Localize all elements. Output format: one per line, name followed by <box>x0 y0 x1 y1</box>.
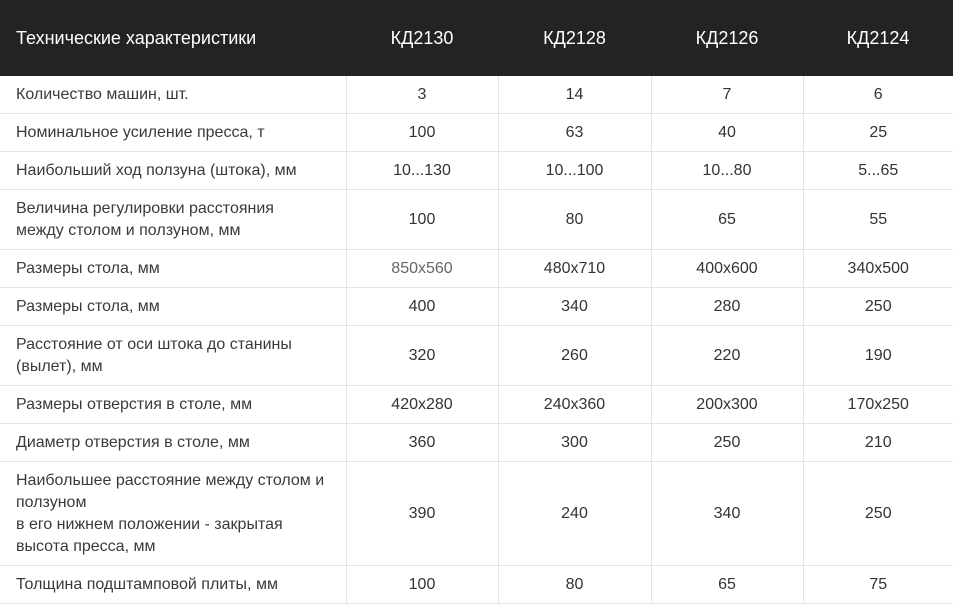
table-row: Диаметр отверстия в столе, мм 360 300 25… <box>0 423 953 462</box>
cell-value: 3 <box>345 76 498 114</box>
cell-value: 340x500 <box>802 249 953 288</box>
row-label: Наибольшее расстояние между столом и пол… <box>0 461 346 566</box>
table-row: Толщина подштамповой плиты, мм 100 80 65… <box>0 565 953 604</box>
cell-value: 10...130 <box>345 151 498 190</box>
row-label: Размеры стола, мм <box>0 249 346 288</box>
cell-value: 250 <box>802 287 953 326</box>
cell-value: 260 <box>497 325 651 386</box>
row-label: Количество машин, шт. <box>0 76 346 114</box>
cell-value: 250 <box>802 461 953 566</box>
row-label: Величина регулировки расстояния между ст… <box>0 189 346 250</box>
table-row: Номинальное усиление пресса, т 100 63 40… <box>0 113 953 152</box>
row-label-line: Размеры отверстия в столе, мм <box>16 395 253 413</box>
row-label-line: в его нижнем положении - закрытая <box>16 515 283 533</box>
header-model: КД2124 <box>803 0 953 76</box>
row-label-line: высота пресса, мм <box>16 537 156 555</box>
table-row: Расстояние от оси штока до станины (выле… <box>0 325 953 386</box>
cell-value: 300 <box>497 423 651 462</box>
table-row: Наибольшее расстояние между столом и пол… <box>0 461 953 566</box>
cell-value: 210 <box>802 423 953 462</box>
row-label-line: Толщина подштамповой плиты, мм <box>16 575 278 593</box>
header-title: Технические характеристики <box>0 0 346 76</box>
table-header-row: Технические характеристики КД2130 КД2128… <box>0 0 953 76</box>
cell-value: 80 <box>497 565 651 604</box>
cell-value: 5...65 <box>802 151 953 190</box>
row-label-line: Величина регулировки расстояния <box>16 199 274 217</box>
header-model: КД2128 <box>498 0 651 76</box>
cell-value: 340 <box>497 287 651 326</box>
table-row: Наибольший ход ползуна (штока), мм 10...… <box>0 151 953 190</box>
cell-value: 850x560 <box>345 249 498 288</box>
cell-value: 6 <box>802 76 953 114</box>
row-label-line: Размеры стола, мм <box>16 259 160 277</box>
cell-value: 240 <box>497 461 651 566</box>
table-row: Размеры стола, мм 850x560 480x710 400x60… <box>0 249 953 288</box>
row-label-line: Наибольший ход ползуна (штока), мм <box>16 161 297 179</box>
cell-value: 14 <box>497 76 651 114</box>
cell-value: 190 <box>802 325 953 386</box>
row-label-line: Расстояние от оси штока до станины <box>16 335 292 353</box>
row-label: Наибольший ход ползуна (штока), мм <box>0 151 346 190</box>
cell-value: 40 <box>650 113 803 152</box>
cell-value: 390 <box>345 461 498 566</box>
cell-value: 100 <box>345 189 498 250</box>
row-label-line: Диаметр отверстия в столе, мм <box>16 433 250 451</box>
row-label: Толщина подштамповой плиты, мм <box>0 565 346 604</box>
table-row: Величина регулировки расстояния между ст… <box>0 189 953 250</box>
row-label: Номинальное усиление пресса, т <box>0 113 346 152</box>
cell-value: 320 <box>345 325 498 386</box>
cell-value: 170x250 <box>802 385 953 424</box>
row-label: Диаметр отверстия в столе, мм <box>0 423 346 462</box>
cell-value: 420x280 <box>345 385 498 424</box>
row-label: Расстояние от оси штока до станины (выле… <box>0 325 346 386</box>
header-model: КД2130 <box>346 0 498 76</box>
row-label-line: Количество машин, шт. <box>16 85 189 103</box>
cell-value: 280 <box>650 287 803 326</box>
cell-value: 100 <box>345 113 498 152</box>
row-label-line: (вылет), мм <box>16 357 103 375</box>
cell-value: 55 <box>802 189 953 250</box>
cell-value: 25 <box>802 113 953 152</box>
table-row: Количество машин, шт. 3 14 7 6 <box>0 76 953 114</box>
row-label: Размеры стола, мм <box>0 287 346 326</box>
cell-value: 200x300 <box>650 385 803 424</box>
table-row: Размеры стола, мм 400 340 280 250 <box>0 287 953 326</box>
cell-value: 340 <box>650 461 803 566</box>
cell-value: 65 <box>650 189 803 250</box>
cell-value: 360 <box>345 423 498 462</box>
row-label: Размеры отверстия в столе, мм <box>0 385 346 424</box>
cell-value: 240x360 <box>497 385 651 424</box>
cell-value: 100 <box>345 565 498 604</box>
row-label-line: Наибольшее расстояние между столом и <box>16 471 325 489</box>
row-label-line: Размеры стола, мм <box>16 297 160 315</box>
cell-value: 75 <box>802 565 953 604</box>
row-label-line: между столом и ползуном, мм <box>16 221 241 239</box>
header-model: КД2126 <box>651 0 803 76</box>
cell-value: 480x710 <box>497 249 651 288</box>
row-label-line: ползуном <box>16 493 87 511</box>
cell-value: 10...100 <box>497 151 651 190</box>
row-label-line: Номинальное усиление пресса, т <box>16 123 265 141</box>
cell-value: 63 <box>497 113 651 152</box>
cell-value: 10...80 <box>650 151 803 190</box>
cell-value: 400 <box>345 287 498 326</box>
cell-value: 7 <box>650 76 803 114</box>
cell-value: 220 <box>650 325 803 386</box>
cell-value: 400x600 <box>650 249 803 288</box>
cell-value: 65 <box>650 565 803 604</box>
cell-value: 80 <box>497 189 651 250</box>
table-row: Размеры отверстия в столе, мм 420x280 24… <box>0 385 953 424</box>
cell-value: 250 <box>650 423 803 462</box>
